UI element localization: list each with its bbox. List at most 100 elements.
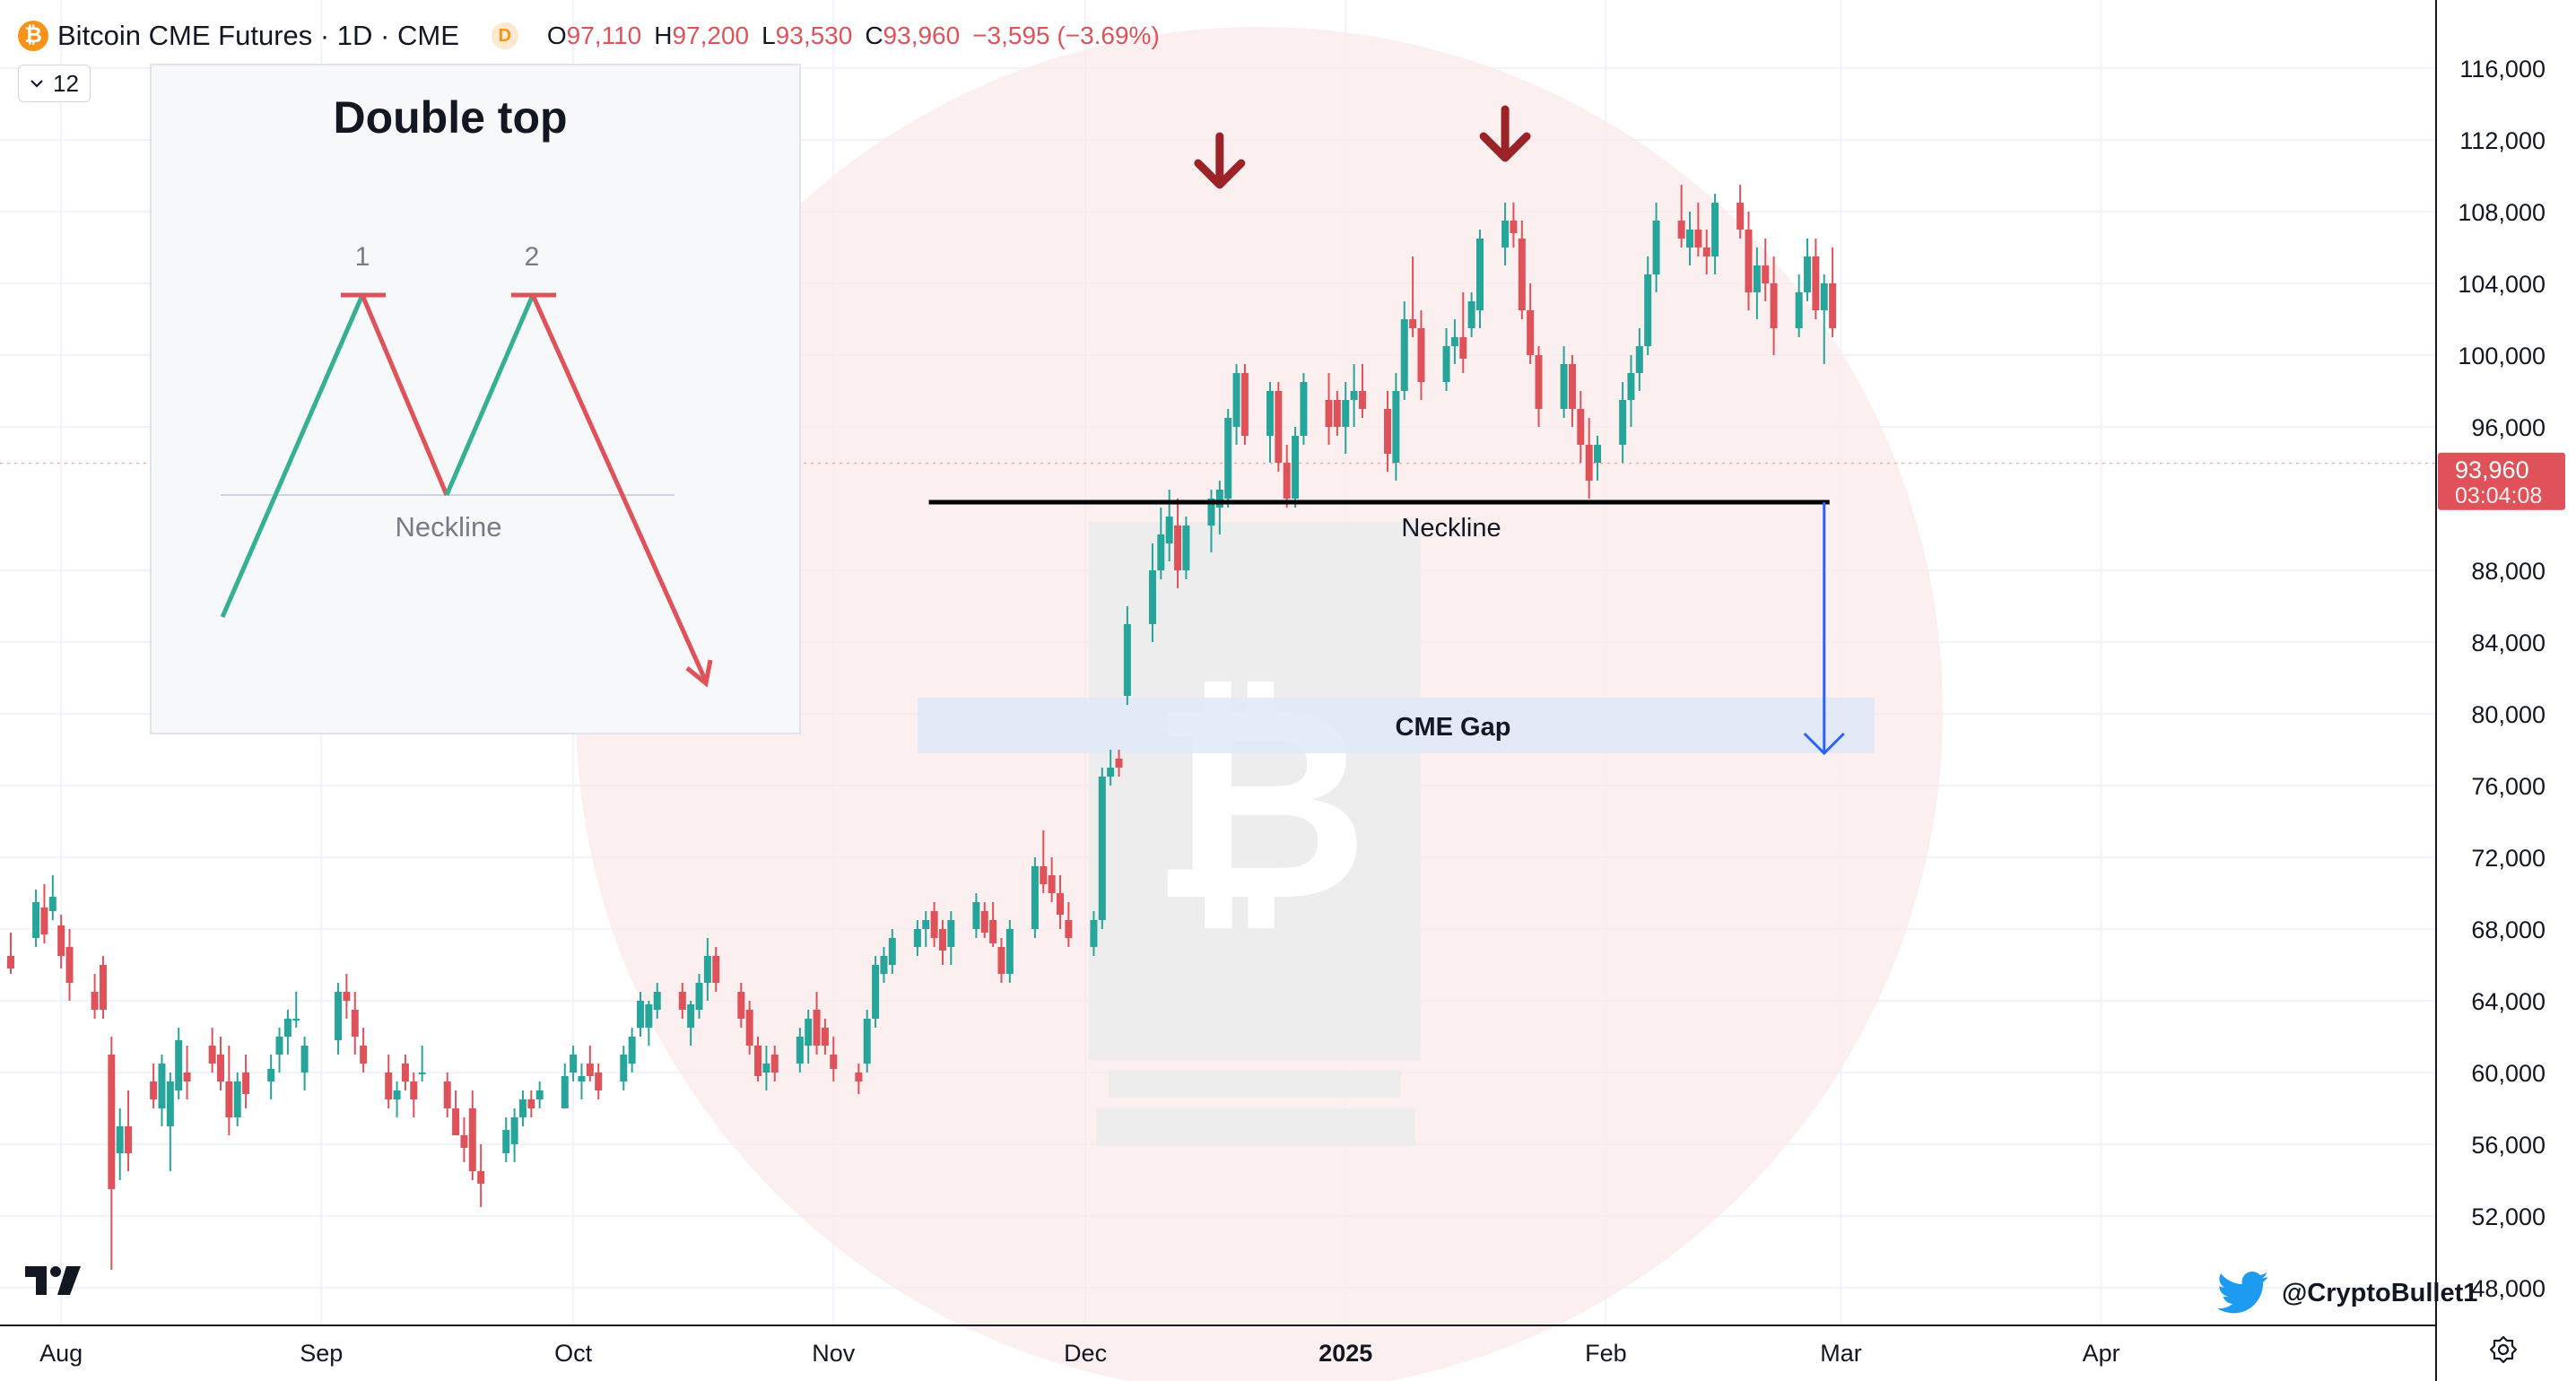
candle[interactable]: [65, 929, 74, 1001]
candle[interactable]: [1694, 203, 1702, 256]
candle-body[interactable]: [208, 1046, 216, 1064]
candle[interactable]: [1702, 230, 1710, 274]
candle-body[interactable]: [620, 1055, 628, 1081]
candle[interactable]: [1644, 256, 1652, 355]
candle[interactable]: [502, 1117, 510, 1162]
candle-body[interactable]: [922, 920, 930, 929]
candle[interactable]: [1711, 194, 1719, 274]
candle-body[interactable]: [595, 1073, 603, 1090]
price-axis[interactable]: 116,000 112,000 108,000 104,000 100,000 96,00…: [2438, 56, 2565, 1302]
candle-body[interactable]: [1292, 436, 1300, 499]
candle[interactable]: [1736, 185, 1745, 239]
candle[interactable]: [1417, 310, 1425, 400]
candle[interactable]: [91, 974, 99, 1019]
last-price-tag[interactable]: [2438, 452, 2565, 510]
candle-body[interactable]: [32, 902, 40, 938]
candle-body[interactable]: [410, 1081, 418, 1099]
candle-body[interactable]: [1527, 310, 1535, 355]
candle[interactable]: [452, 1090, 460, 1135]
candle-body[interactable]: [855, 1073, 863, 1081]
candle[interactable]: [518, 1090, 527, 1126]
candle[interactable]: [628, 1028, 636, 1073]
candle[interactable]: [1442, 328, 1450, 391]
candle[interactable]: [1040, 830, 1048, 893]
candle-body[interactable]: [477, 1171, 485, 1184]
candle-body[interactable]: [1627, 373, 1635, 400]
candle-body[interactable]: [1165, 517, 1173, 543]
candle[interactable]: [930, 902, 938, 947]
candle[interactable]: [595, 1064, 603, 1099]
candle-body[interactable]: [695, 983, 703, 1010]
candle[interactable]: [535, 1081, 544, 1108]
candle[interactable]: [1527, 283, 1535, 364]
candle-body[interactable]: [1207, 499, 1215, 525]
cme-gap-zone[interactable]: CME Gap: [917, 698, 1875, 753]
candle-body[interactable]: [1820, 283, 1828, 310]
candle-body[interactable]: [267, 1069, 275, 1081]
candle[interactable]: [888, 929, 896, 974]
candle-body[interactable]: [1535, 355, 1543, 409]
candle[interactable]: [922, 911, 930, 947]
candle[interactable]: [242, 1055, 250, 1108]
candle-body[interactable]: [242, 1073, 250, 1094]
candle-body[interactable]: [1812, 256, 1820, 310]
candle[interactable]: [1350, 364, 1358, 427]
candle-body[interactable]: [1040, 866, 1048, 884]
candle[interactable]: [1804, 239, 1812, 301]
candle[interactable]: [770, 1046, 779, 1081]
candle[interactable]: [1686, 212, 1693, 265]
candle[interactable]: [99, 956, 107, 1019]
candle-body[interactable]: [65, 947, 74, 983]
candle-body[interactable]: [1266, 391, 1274, 436]
candle[interactable]: [1577, 391, 1585, 463]
candle-body[interactable]: [561, 1076, 569, 1108]
candle-body[interactable]: [300, 1046, 309, 1073]
candle-body[interactable]: [1644, 274, 1652, 346]
candle[interactable]: [745, 1001, 753, 1055]
candle[interactable]: [292, 992, 300, 1028]
candle[interactable]: [712, 947, 720, 992]
candle-body[interactable]: [1753, 265, 1761, 292]
candle[interactable]: [805, 1010, 813, 1064]
candle-body[interactable]: [1694, 230, 1702, 248]
candle[interactable]: [300, 1037, 309, 1090]
candle-body[interactable]: [1585, 445, 1593, 481]
candle-body[interactable]: [275, 1037, 283, 1055]
candle-body[interactable]: [980, 911, 988, 933]
candle-body[interactable]: [1107, 768, 1115, 777]
candle[interactable]: [1384, 391, 1392, 472]
candle[interactable]: [1275, 382, 1283, 472]
candle[interactable]: [275, 1028, 283, 1073]
candle[interactable]: [872, 956, 880, 1028]
candle[interactable]: [1358, 364, 1366, 418]
candle[interactable]: [1107, 750, 1115, 786]
candle-body[interactable]: [1745, 230, 1753, 292]
candle[interactable]: [267, 1055, 275, 1099]
candle[interactable]: [1392, 373, 1400, 481]
candle-body[interactable]: [872, 965, 880, 1019]
candle[interactable]: [166, 1073, 174, 1171]
candle-body[interactable]: [1384, 409, 1392, 454]
candle[interactable]: [762, 1046, 770, 1090]
candle[interactable]: [1266, 382, 1274, 463]
candle-body[interactable]: [158, 1064, 166, 1108]
candle-body[interactable]: [1123, 624, 1131, 696]
candle[interactable]: [443, 1073, 451, 1117]
candle-body[interactable]: [1300, 382, 1308, 436]
candle-body[interactable]: [283, 1019, 292, 1037]
candle-body[interactable]: [99, 965, 107, 1010]
candle-body[interactable]: [830, 1055, 838, 1069]
candle[interactable]: [754, 1037, 762, 1081]
candle[interactable]: [1090, 911, 1098, 956]
candle-body[interactable]: [108, 1055, 116, 1189]
candle-body[interactable]: [1560, 364, 1568, 409]
candle[interactable]: [1300, 373, 1308, 445]
candle[interactable]: [401, 1055, 409, 1090]
candle-body[interactable]: [821, 1028, 829, 1046]
candle[interactable]: [1770, 256, 1778, 355]
candle-body[interactable]: [989, 920, 997, 943]
candle[interactable]: [385, 1055, 393, 1108]
candle[interactable]: [1409, 256, 1417, 337]
candle-body[interactable]: [292, 1019, 300, 1021]
candle[interactable]: [1057, 875, 1064, 929]
